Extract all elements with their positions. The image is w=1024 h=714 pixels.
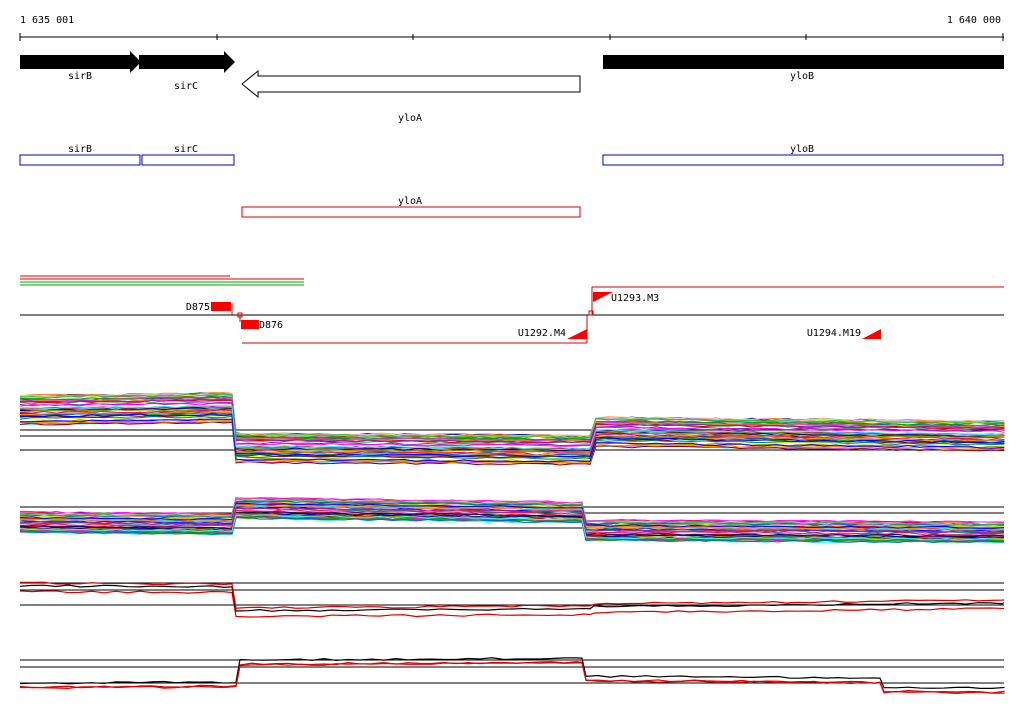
gene-box-sirB[interactable] <box>19 154 141 166</box>
feature-marker-U1292.M4[interactable] <box>567 329 587 339</box>
gene-arrow-sirB[interactable] <box>20 51 141 73</box>
gene-box-track: sirB sirC yloB yloA <box>19 144 1004 218</box>
gene-box-sirC[interactable] <box>141 154 235 166</box>
box-label-yloB: yloB <box>790 144 814 155</box>
gene-box-yloA[interactable] <box>241 206 581 218</box>
gene-arrow-sirC[interactable] <box>139 51 235 73</box>
ruler-end-label: 1 640 000 <box>947 15 1001 26</box>
gene-label-sirC: sirC <box>174 81 198 92</box>
ruler-start-label: 1 635 001 <box>20 15 74 26</box>
feature-marker-U1293.M3[interactable] <box>593 292 613 302</box>
feature-marker-D876[interactable] <box>241 320 259 329</box>
gene-arrow-yloA[interactable] <box>241 69 581 99</box>
gene-box-yloB[interactable] <box>602 154 1004 166</box>
feature-marker-D875[interactable] <box>211 302 231 311</box>
feature-label-U1294.M19: U1294.M19 <box>807 328 861 339</box>
box-label-yloA: yloA <box>398 196 422 207</box>
feature-label-U1293.M3: U1293.M3 <box>611 293 659 304</box>
box-label-sirC: sirC <box>174 144 198 155</box>
feature-marker-U1294.M19[interactable] <box>862 329 881 339</box>
feature-label-D875: D875 <box>186 302 210 313</box>
coordinate-ruler: 1 635 001 1 640 000 <box>19 15 1004 41</box>
gene-label-yloB: yloB <box>790 71 814 82</box>
expression-profile-panels <box>19 392 1005 694</box>
feature-track: D875 D876 U1292.M4 U1293.M3 U1294.M19 <box>20 275 1004 344</box>
gene-arrow-track: sirB sirC yloA yloB <box>20 51 1004 124</box>
feature-label-U1292.M4: U1292.M4 <box>518 328 566 339</box>
gene-arrow-yloB[interactable] <box>603 55 1004 69</box>
gene-label-yloA: yloA <box>398 113 422 124</box>
box-label-sirB: sirB <box>68 144 92 155</box>
feature-label-D876: D876 <box>259 320 283 331</box>
gene-label-sirB: sirB <box>68 71 92 82</box>
